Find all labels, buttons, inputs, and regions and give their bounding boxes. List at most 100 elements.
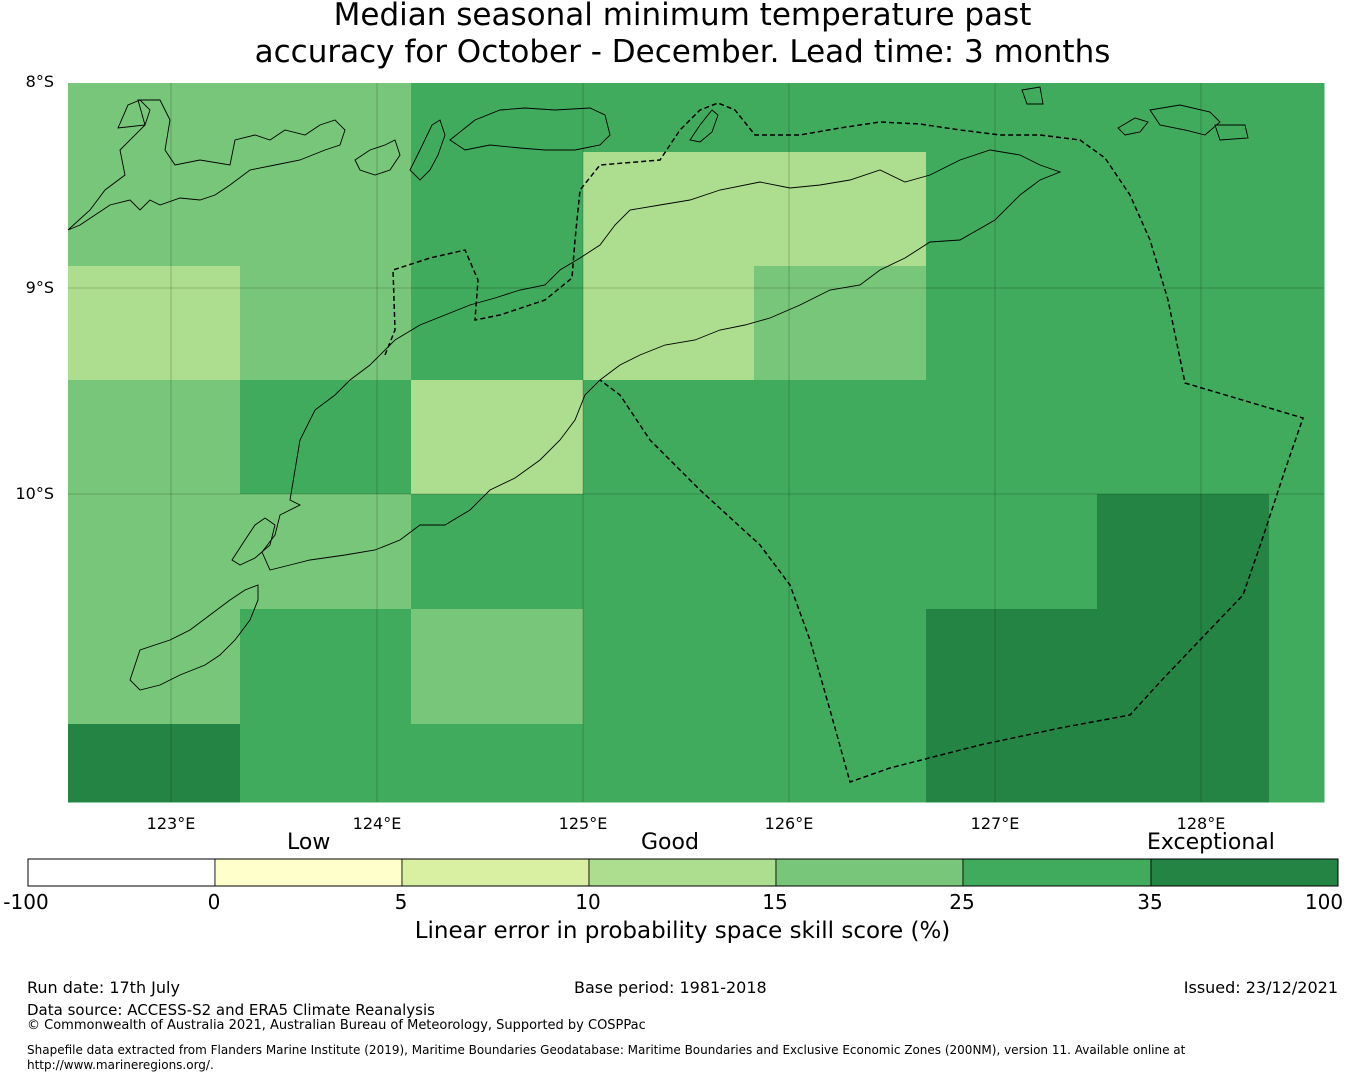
grid-cell-r4-c1: [240, 494, 412, 610]
grid-cell-r2-c0: [68, 266, 241, 381]
graticule: [68, 83, 1324, 802]
skill-grid: [68, 83, 1325, 803]
grid-cell-r3-c6: [1097, 380, 1270, 495]
category-low: Low: [287, 830, 331, 855]
category-exceptional: Exceptional: [1147, 830, 1275, 855]
base-period: Base period: 1981-2018: [574, 978, 767, 997]
cb-tick-35: 35: [1137, 890, 1163, 914]
grid-cell-r3-c0: [68, 380, 241, 495]
grid-cell-r4-c5: [926, 494, 1098, 610]
grid-cell-r6-c6: [1097, 724, 1270, 803]
grid-cell-r3-c5: [926, 380, 1098, 495]
copyright: © Commonwealth of Australia 2021, Austra…: [27, 1018, 646, 1033]
grid-cell-r1-c4: [754, 152, 927, 267]
shapefile-credit-line2: http://www.marineregions.org/.: [27, 1058, 214, 1072]
coastlines: [67, 86, 1249, 691]
grid-cell-r3-c4: [754, 380, 927, 495]
cb-tick-15: 15: [762, 890, 788, 914]
grid-cell-r6-c0: [68, 724, 241, 803]
coastline-island-1: [117, 99, 151, 129]
grid-cell-r0-c6: [1097, 83, 1270, 153]
grid-cell-r2-c1: [240, 266, 412, 381]
grid-cell-r2-c7: [1269, 266, 1325, 381]
run-date: Run date: 17th July: [27, 978, 180, 997]
grid-cell-r4-c7: [1269, 494, 1325, 610]
grid-cell-r5-c7: [1269, 609, 1325, 725]
lon-label-123e: 123°E: [146, 814, 196, 833]
grid-cell-r0-c2: [411, 83, 584, 153]
grid-cell-r6-c1: [240, 724, 412, 803]
map-title-line2: accuracy for October - December. Lead ti…: [254, 34, 1111, 70]
coastline-flores: [67, 99, 346, 231]
grid-cell-r3-c1: [240, 380, 412, 495]
grid-cell-r2-c5: [926, 266, 1098, 381]
cb-tick-100: 100: [1304, 890, 1344, 914]
lon-label-125e: 125°E: [558, 814, 608, 833]
grid-cell-r1-c2: [411, 152, 584, 267]
grid-cell-r6-c2: [411, 724, 584, 803]
grid-cell-r0-c4: [754, 83, 927, 153]
grid-cell-r1-c7: [1269, 152, 1325, 267]
grid-cell-r0-c1: [240, 83, 412, 153]
coastline-alor: [409, 119, 446, 181]
shapefile-credit-line1: Shapefile data extracted from Flanders M…: [27, 1043, 1186, 1057]
grid-cell-r1-c5: [926, 152, 1098, 267]
grid-cell-r1-c6: [1097, 152, 1270, 267]
coastline-east-island-4: [1021, 86, 1044, 105]
grid-cell-r6-c5: [926, 724, 1098, 803]
grid-cell-r0-c7: [1269, 83, 1325, 153]
grid-cell-r4-c3: [583, 494, 755, 610]
cb-tick-10: 10: [575, 890, 601, 914]
grid-cell-r0-c5: [926, 83, 1098, 153]
cb-tick-25: 25: [949, 890, 975, 914]
grid-cell-r3-c7: [1269, 380, 1325, 495]
grid-cell-r2-c3: [583, 266, 755, 381]
coastline-sumba: [129, 584, 259, 691]
grid-cell-r5-c0: [68, 609, 241, 725]
grid-cell-r5-c1: [240, 609, 412, 725]
cb-tick-5: 5: [394, 890, 408, 914]
grid-cell-r5-c3: [583, 609, 755, 725]
grid-cell-r1-c1: [240, 152, 412, 267]
issued-date: Issued: 23/12/2021: [1183, 978, 1338, 997]
coastline-east-island-3: [1214, 124, 1249, 141]
grid-cell-r3-c3: [583, 380, 755, 495]
grid-cell-r5-c5: [926, 609, 1098, 725]
coastline-rote: [231, 517, 276, 566]
grid-cell-r4-c2: [411, 494, 584, 610]
grid-cell-r1-c0: [68, 152, 241, 267]
grid-cell-r2-c2: [411, 266, 584, 381]
grid-cell-r0-c3: [583, 83, 755, 153]
lon-label-127e: 127°E: [970, 814, 1020, 833]
lon-label-126e: 126°E: [764, 814, 814, 833]
data-source: Data source: ACCESS-S2 and ERA5 Climate …: [27, 1001, 435, 1019]
grid-cell-r4-c4: [754, 494, 927, 610]
category-good: Good: [641, 830, 699, 855]
coastline-east-island: [1149, 104, 1221, 136]
grid-cell-r6-c7: [1269, 724, 1325, 803]
lat-label-9s: 9°S: [25, 278, 54, 297]
grid-cell-r5-c4: [754, 609, 927, 725]
lat-label-8s: 8°S: [25, 72, 54, 91]
grid-cell-r6-c3: [583, 724, 755, 803]
grid-cell-r6-c4: [754, 724, 927, 803]
grid-cell-r5-c6: [1097, 609, 1270, 725]
grid-cell-r3-c2: [411, 380, 584, 495]
lat-label-10s: 10°S: [15, 484, 54, 503]
colorbar-label: Linear error in probability space skill …: [414, 918, 951, 944]
grid-cell-r2-c4: [754, 266, 927, 381]
grid-cell-r4-c6: [1097, 494, 1270, 610]
grid-cell-r1-c3: [583, 152, 755, 267]
coastline-timor: [261, 149, 1062, 571]
coastline-atauro: [689, 109, 719, 143]
cb-tick-neg100: -100: [3, 890, 49, 914]
grid-cell-r2-c6: [1097, 266, 1270, 381]
coastline-east-island-2: [1117, 117, 1149, 136]
grid-cell-r5-c2: [411, 609, 584, 725]
lon-label-124e: 124°E: [352, 814, 402, 833]
coastline-island-2: [354, 139, 401, 176]
coastline-wetar: [449, 107, 611, 151]
grid-cell-r4-c0: [68, 494, 241, 610]
lon-label-128e: 128°E: [1176, 814, 1226, 833]
